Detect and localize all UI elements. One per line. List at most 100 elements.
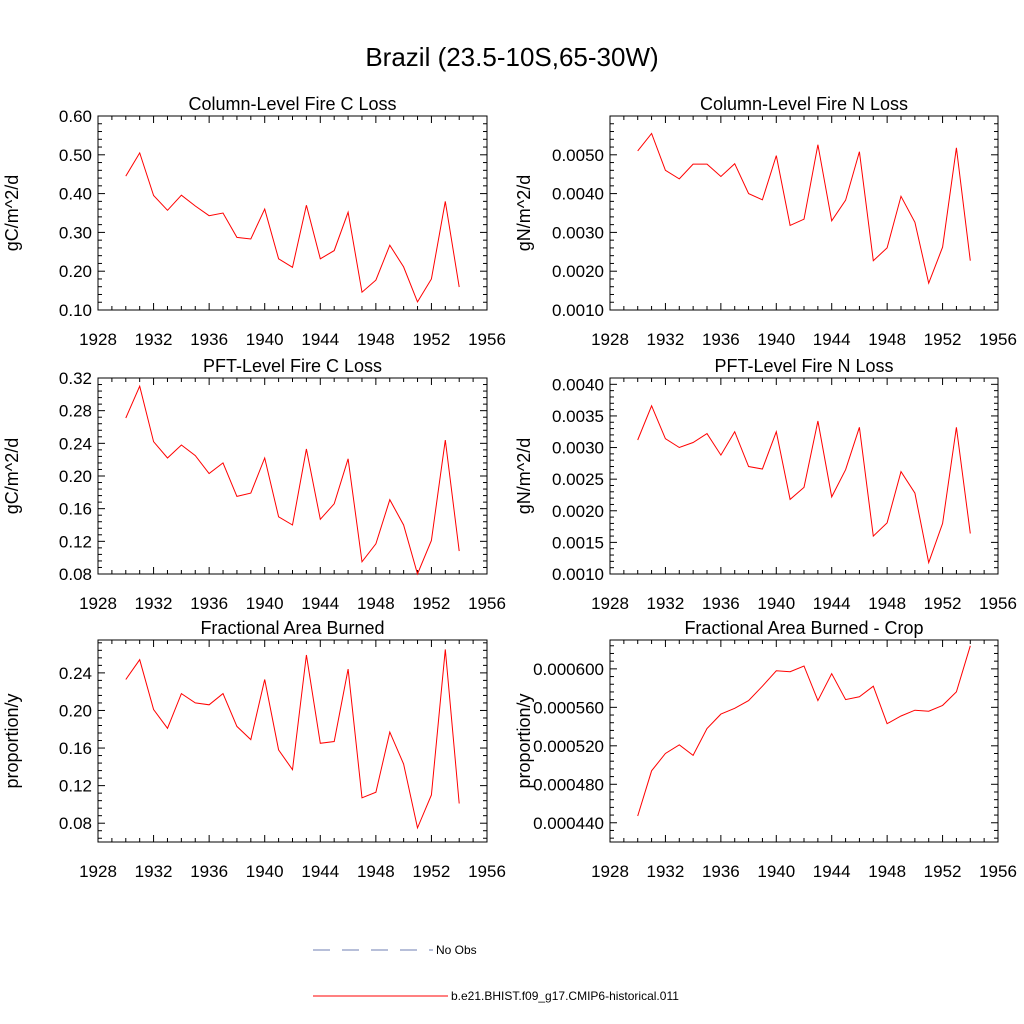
series-line-model [637,645,971,817]
x-tick-label: 1940 [246,862,284,881]
x-tick-label: 1956 [979,330,1017,349]
x-tick-label: 1932 [135,330,173,349]
x-tick-label: 1944 [813,594,851,613]
plot-frame [609,377,999,575]
y-tick-label: 0.0040 [552,185,604,204]
chart-panel-4: 1928 1932 1936 1940 1944 1948 1952 1956 0.0010 0.… [514,356,1017,613]
y-axis-label: proportion/y [514,693,534,788]
x-tick-label: 1932 [647,594,685,613]
chart-panel-2: 1928 1932 1936 1940 1944 1948 1952 1956 0.0010 0.… [514,94,1017,349]
x-tick-label: 1928 [591,330,629,349]
y-tick-label: 0.0035 [552,407,604,426]
x-tick-label: 1928 [79,594,117,613]
panel-title: Column-Level Fire N Loss [700,94,908,114]
y-tick-label: 0.10 [59,301,92,320]
y-tick-label: 0.12 [59,532,92,551]
plot-frame [97,377,488,575]
chart-panel-6: 1928 1932 1936 1940 1944 1948 1952 1956 0.000440… [514,618,1017,881]
y-tick-label: 0.000480 [533,775,604,794]
y-tick-label: 0.000560 [533,698,604,717]
series-line-model [637,404,971,565]
x-tick-label: 1952 [413,594,451,613]
x-tick-label: 1928 [79,330,117,349]
x-tick-label: 1932 [135,862,173,881]
y-tick-label: 0.08 [59,814,92,833]
y-axis-label: gN/m^2/d [514,438,534,514]
x-tick-label: 1948 [357,330,395,349]
y-axis-label: gC/m^2/d [2,438,22,514]
x-tick-label: 1936 [190,330,228,349]
chart-panel-5: 1928 1932 1936 1940 1944 1948 1952 1956 0.08 0.12… [2,618,506,881]
plot-frame [97,639,488,843]
x-tick-label: 1956 [468,862,506,881]
y-tick-label: 0.0030 [552,439,604,458]
x-tick-label: 1948 [357,594,395,613]
legend-entry-model: b.e21.BHIST.f09_g17.CMIP6-historical.011 [313,989,679,1003]
x-tick-label: 1936 [702,594,740,613]
series-line-model [125,384,460,576]
y-tick-label: 0.40 [59,185,92,204]
x-tick-label: 1928 [591,594,629,613]
x-tick-label: 1952 [924,330,962,349]
y-tick-label: 0.28 [59,402,92,421]
y-axis-label: gN/m^2/d [514,175,534,251]
panel-title: Fractional Area Burned - Crop [684,618,923,638]
plot-frame [97,115,488,311]
legend: No Obs b.e21.BHIST.f09_g17.CMIP6-histori… [313,943,679,1003]
y-tick-label: 0.32 [59,369,92,388]
panel-title: Column-Level Fire C Loss [188,94,396,114]
y-tick-label: 0.16 [59,739,92,758]
y-tick-label: 0.0050 [552,146,604,165]
x-tick-label: 1940 [246,330,284,349]
x-tick-label: 1944 [301,330,339,349]
x-tick-label: 1956 [979,594,1017,613]
y-tick-label: 0.000520 [533,737,604,756]
x-tick-label: 1944 [813,862,851,881]
legend-label-obs: No Obs [436,943,477,957]
y-axis-label: proportion/y [2,693,22,788]
series-line-model [125,649,460,830]
panel-title: Fractional Area Burned [200,618,384,638]
y-tick-label: 0.0020 [552,502,604,521]
x-tick-label: 1932 [647,862,685,881]
y-tick-label: 0.0010 [552,565,604,584]
plot-frame [609,639,999,843]
x-tick-label: 1940 [757,862,795,881]
x-tick-label: 1940 [757,330,795,349]
panel-title: PFT-Level Fire N Loss [714,356,893,376]
x-tick-label: 1940 [246,594,284,613]
y-tick-label: 0.12 [59,777,92,796]
x-tick-label: 1932 [135,594,173,613]
y-axis-label: gC/m^2/d [2,175,22,251]
x-tick-label: 1936 [702,862,740,881]
y-tick-label: 0.08 [59,565,92,584]
plot-frame [609,115,999,311]
y-tick-label: 0.0040 [552,375,604,394]
x-tick-label: 1928 [591,862,629,881]
x-tick-label: 1956 [468,594,506,613]
y-tick-label: 0.000600 [533,660,604,679]
x-tick-label: 1952 [924,594,962,613]
y-tick-label: 0.50 [59,146,92,165]
series-line-model [637,132,971,285]
y-tick-label: 0.0010 [552,301,604,320]
y-tick-label: 0.20 [59,467,92,486]
x-tick-label: 1948 [357,862,395,881]
panel-title: PFT-Level Fire C Loss [203,356,382,376]
chart-panels: 1928 1932 1936 1940 1944 1948 1952 1956 0.10 0.20… [2,94,1017,881]
chart-panel-3: 1928 1932 1936 1940 1944 1948 1952 1956 0.08 0.12… [2,356,506,613]
x-tick-label: 1952 [413,862,451,881]
y-tick-label: 0.60 [59,107,92,126]
y-tick-label: 0.0015 [552,533,604,552]
y-tick-label: 0.20 [59,262,92,281]
x-tick-label: 1948 [868,862,906,881]
y-tick-label: 0.30 [59,223,92,242]
x-tick-label: 1936 [190,862,228,881]
x-tick-label: 1944 [301,594,339,613]
x-tick-label: 1952 [924,862,962,881]
x-tick-label: 1944 [301,862,339,881]
series-line-model [125,151,460,304]
x-tick-label: 1948 [868,330,906,349]
x-tick-label: 1928 [79,862,117,881]
